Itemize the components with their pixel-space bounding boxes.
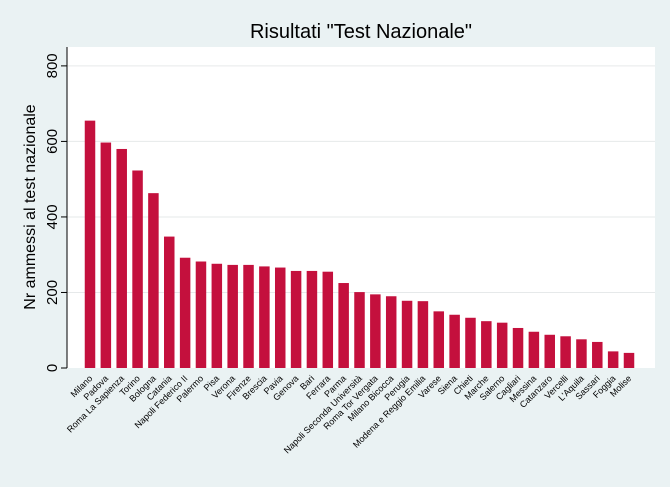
- y-tick-label: 0: [44, 364, 61, 372]
- bar: [274, 267, 286, 368]
- bar: [164, 236, 175, 368]
- bar: [481, 321, 492, 368]
- bar: [148, 193, 159, 368]
- bars: [84, 120, 635, 368]
- bar: [465, 317, 476, 368]
- bar: [338, 283, 349, 368]
- bar: [306, 270, 318, 368]
- chart-title: Risultati "Test Nazionale": [250, 21, 472, 43]
- bar: [243, 264, 254, 368]
- y-tick-label: 800: [44, 53, 61, 78]
- bar: [132, 170, 143, 368]
- bar: [560, 336, 571, 368]
- bar: [607, 351, 619, 368]
- bar: [290, 270, 302, 368]
- y-tick-label: 200: [44, 280, 61, 305]
- bar: [227, 264, 238, 368]
- y-tick-label: 400: [44, 204, 61, 229]
- bar: [544, 334, 555, 368]
- bar: [259, 266, 270, 368]
- bar: [84, 120, 96, 368]
- bar: [100, 142, 112, 368]
- bar: [211, 263, 223, 368]
- bar: [512, 327, 524, 368]
- bar: [322, 271, 334, 368]
- bar: [370, 294, 381, 368]
- bar: [179, 257, 191, 368]
- bar: [449, 314, 460, 368]
- bar: [354, 292, 365, 368]
- bar: [385, 296, 397, 368]
- bar: [417, 301, 429, 368]
- bar: [195, 261, 207, 368]
- bar: [528, 331, 540, 368]
- bar: [623, 352, 635, 368]
- bar: [116, 148, 127, 368]
- y-axis-ticks: 0 200 400 600 800: [44, 53, 67, 372]
- bar: [401, 300, 413, 368]
- bar: [576, 339, 587, 368]
- bar: [433, 311, 445, 368]
- y-tick-label: 600: [44, 129, 61, 154]
- bar: [592, 341, 603, 368]
- y-axis-label: Nr ammessi al test nazionale: [22, 104, 39, 310]
- bar: [496, 322, 508, 368]
